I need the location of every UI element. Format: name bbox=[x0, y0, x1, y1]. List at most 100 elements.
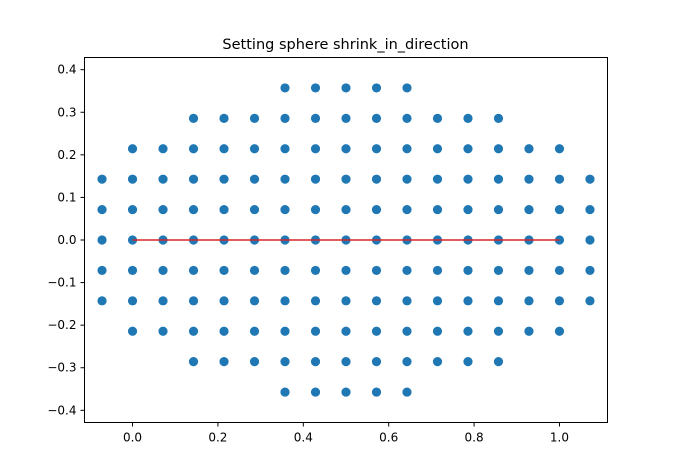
scatter-point bbox=[97, 204, 107, 215]
y-tick-label: −0.1 bbox=[47, 276, 76, 290]
scatter-point bbox=[219, 326, 229, 336]
scatter-point bbox=[310, 265, 321, 276]
scatter-point bbox=[371, 326, 382, 336]
scatter-point bbox=[188, 144, 199, 154]
scatter-point bbox=[432, 326, 443, 336]
scatter-point bbox=[249, 144, 260, 154]
scatter-point bbox=[280, 296, 290, 306]
scatter-point bbox=[310, 326, 321, 336]
scatter-point bbox=[310, 357, 321, 367]
scatter-point bbox=[341, 83, 351, 93]
scatter-point bbox=[219, 144, 229, 154]
plot-frame bbox=[84, 57, 608, 423]
scatter-point bbox=[249, 357, 260, 367]
scatter-point bbox=[554, 326, 565, 336]
scatter-point bbox=[97, 174, 107, 184]
scatter-point bbox=[402, 326, 412, 336]
scatter-point bbox=[341, 296, 351, 306]
scatter-point bbox=[524, 144, 534, 154]
scatter-point bbox=[158, 204, 168, 215]
scatter-point bbox=[158, 265, 168, 276]
scatter-point bbox=[127, 204, 138, 215]
scatter-point bbox=[310, 296, 321, 306]
x-tick-label: 0.4 bbox=[294, 431, 313, 445]
scatter-point bbox=[432, 144, 443, 154]
chart-title: Setting sphere shrink_in_direction bbox=[222, 37, 468, 53]
scatter-point bbox=[219, 296, 229, 306]
scatter-point bbox=[188, 113, 199, 123]
scatter-point bbox=[280, 387, 290, 397]
scatter-point bbox=[310, 113, 321, 123]
y-tick-label: 0.0 bbox=[57, 233, 76, 247]
scatter-point bbox=[463, 326, 473, 336]
y-axis-ticks: −0.4 −0.3 −0.2 −0.1 0.0 0.1 0.2 0.3 0.4 bbox=[47, 63, 85, 417]
scatter-point bbox=[127, 144, 138, 154]
scatter-point bbox=[341, 113, 351, 123]
scatter-point bbox=[432, 265, 443, 276]
scatter-point bbox=[310, 174, 321, 184]
scatter-point bbox=[249, 174, 260, 184]
scatter-point bbox=[310, 144, 321, 154]
y-tick-label: 0.2 bbox=[57, 148, 76, 162]
scatter-point bbox=[554, 296, 565, 306]
scatter-point bbox=[371, 357, 382, 367]
scatter-point bbox=[249, 296, 260, 306]
scatter-point bbox=[463, 144, 473, 154]
scatter-point bbox=[493, 174, 504, 184]
scatter-point bbox=[158, 174, 168, 184]
scatter-point bbox=[371, 83, 382, 93]
scatter-point bbox=[585, 204, 595, 215]
x-axis-ticks: 0.0 0.2 0.4 0.6 0.8 1.0 bbox=[123, 422, 569, 445]
y-tick-label: −0.2 bbox=[47, 318, 76, 332]
scatter-point bbox=[188, 204, 199, 215]
scatter-point bbox=[158, 144, 168, 154]
scatter-point bbox=[97, 235, 107, 245]
scatter-point bbox=[402, 113, 412, 123]
scatter-point bbox=[432, 174, 443, 184]
scatter-point bbox=[402, 387, 412, 397]
scatter-point bbox=[463, 265, 473, 276]
scatter-point bbox=[188, 357, 199, 367]
scatter-point bbox=[341, 204, 351, 215]
scatter-point bbox=[402, 83, 412, 93]
scatter-point bbox=[524, 326, 534, 336]
scatter-point bbox=[432, 204, 443, 215]
scatter-point bbox=[524, 204, 534, 215]
scatter-point bbox=[341, 387, 351, 397]
scatter-point bbox=[341, 265, 351, 276]
scatter-point bbox=[249, 113, 260, 123]
y-tick-label: −0.4 bbox=[47, 403, 76, 417]
scatter-point bbox=[585, 296, 595, 306]
scatter-point bbox=[371, 174, 382, 184]
scatter-point bbox=[280, 83, 290, 93]
scatter-point bbox=[341, 326, 351, 336]
scatter-point bbox=[463, 296, 473, 306]
scatter-point bbox=[127, 265, 138, 276]
y-tick-label: 0.3 bbox=[57, 105, 76, 119]
scatter-point bbox=[524, 174, 534, 184]
scatter-point bbox=[371, 296, 382, 306]
scatter-point bbox=[219, 204, 229, 215]
y-tick-label: −0.3 bbox=[47, 361, 76, 375]
scatter-point bbox=[219, 265, 229, 276]
scatter-point bbox=[97, 265, 107, 276]
scatter-point bbox=[188, 265, 199, 276]
scatter-point bbox=[371, 204, 382, 215]
y-tick-label: 0.4 bbox=[57, 63, 76, 77]
scatter-point bbox=[402, 144, 412, 154]
scatter-point bbox=[493, 265, 504, 276]
scatter-point bbox=[493, 113, 504, 123]
scatter-point bbox=[188, 326, 199, 336]
scatter-point bbox=[97, 296, 107, 306]
scatter-point bbox=[554, 174, 565, 184]
scatter-point bbox=[341, 357, 351, 367]
scatter-point bbox=[280, 326, 290, 336]
scatter-point bbox=[493, 144, 504, 154]
scatter-point bbox=[554, 265, 565, 276]
scatter-point bbox=[127, 296, 138, 306]
scatter-point bbox=[402, 357, 412, 367]
scatter-point bbox=[371, 387, 382, 397]
scatter-point bbox=[463, 113, 473, 123]
scatter-point bbox=[402, 296, 412, 306]
